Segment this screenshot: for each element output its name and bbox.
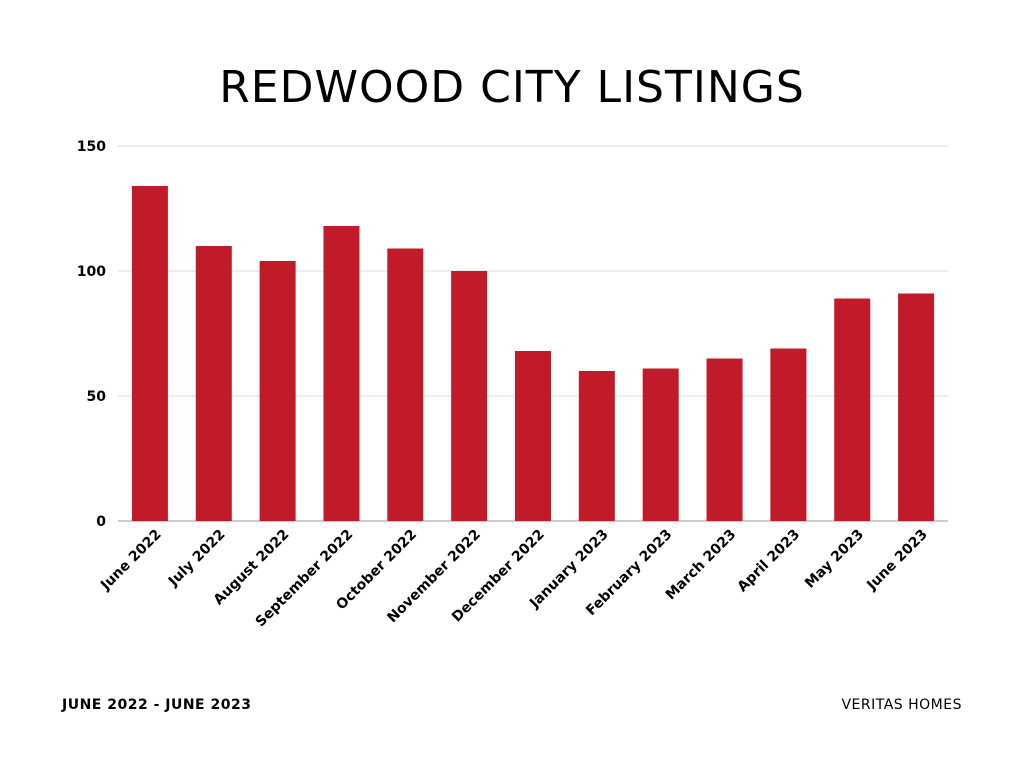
x-tick-label: June 2022 (97, 527, 165, 595)
bar (898, 293, 935, 521)
brand-label: VERITAS HOMES (841, 697, 962, 713)
y-tick-label: 150 (77, 139, 106, 155)
bar (642, 368, 679, 521)
bar (259, 261, 296, 521)
bar (515, 351, 551, 521)
y-axis: 0 50 100 150 (77, 139, 106, 530)
bar (387, 248, 424, 521)
y-tick-label: 100 (77, 264, 106, 280)
x-tick-label: April 2023 (734, 527, 803, 596)
y-tick-label: 0 (96, 514, 106, 530)
date-range-label: JUNE 2022 - JUNE 2023 (62, 697, 252, 713)
bar (578, 371, 615, 521)
y-tick-label: 50 (87, 389, 107, 405)
chart-title: REDWOOD CITY LISTINGS (219, 62, 805, 113)
bar (706, 358, 743, 521)
bar (451, 271, 488, 521)
x-tick-label: June 2023 (863, 527, 931, 595)
bar (770, 348, 807, 521)
bar (131, 186, 168, 521)
bar (834, 298, 871, 521)
x-tick-label: May 2023 (802, 527, 867, 592)
x-tick-label: July 2022 (165, 527, 229, 591)
bar (323, 226, 360, 521)
bar (195, 246, 232, 521)
bars (131, 186, 935, 521)
